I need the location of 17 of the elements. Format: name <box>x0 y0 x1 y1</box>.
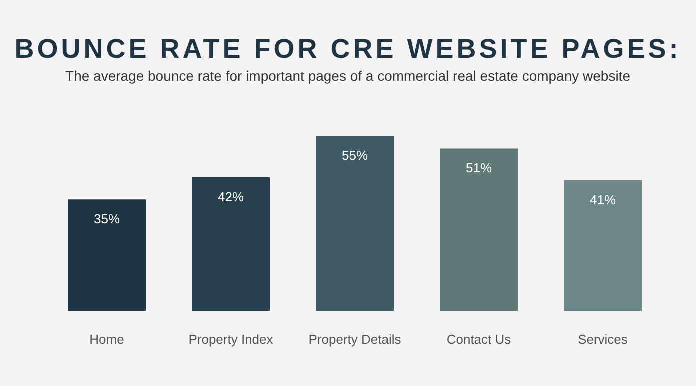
chart-title: BOUNCE RATE FOR CRE WEBSITE PAGES: <box>14 34 682 65</box>
x-tick-label: Contact Us <box>446 332 512 348</box>
bar <box>440 148 518 311</box>
bar <box>192 177 270 311</box>
chart-subtitle: The average bounce rate for important pages of a commercial real estate company website <box>64 68 632 84</box>
data-label: 41% <box>590 192 616 208</box>
data-label: 35% <box>94 212 120 227</box>
bar <box>316 136 394 311</box>
bar <box>68 200 146 311</box>
x-tick-label: Services <box>578 332 628 348</box>
data-label: 55% <box>342 148 368 163</box>
data-label: 51% <box>466 160 492 176</box>
x-tick-label: Home <box>90 332 124 348</box>
x-tick-label: Property Details <box>308 332 402 348</box>
data-label: 42% <box>218 189 244 204</box>
bar <box>564 180 642 311</box>
x-tick-label: Property Index <box>188 332 274 348</box>
